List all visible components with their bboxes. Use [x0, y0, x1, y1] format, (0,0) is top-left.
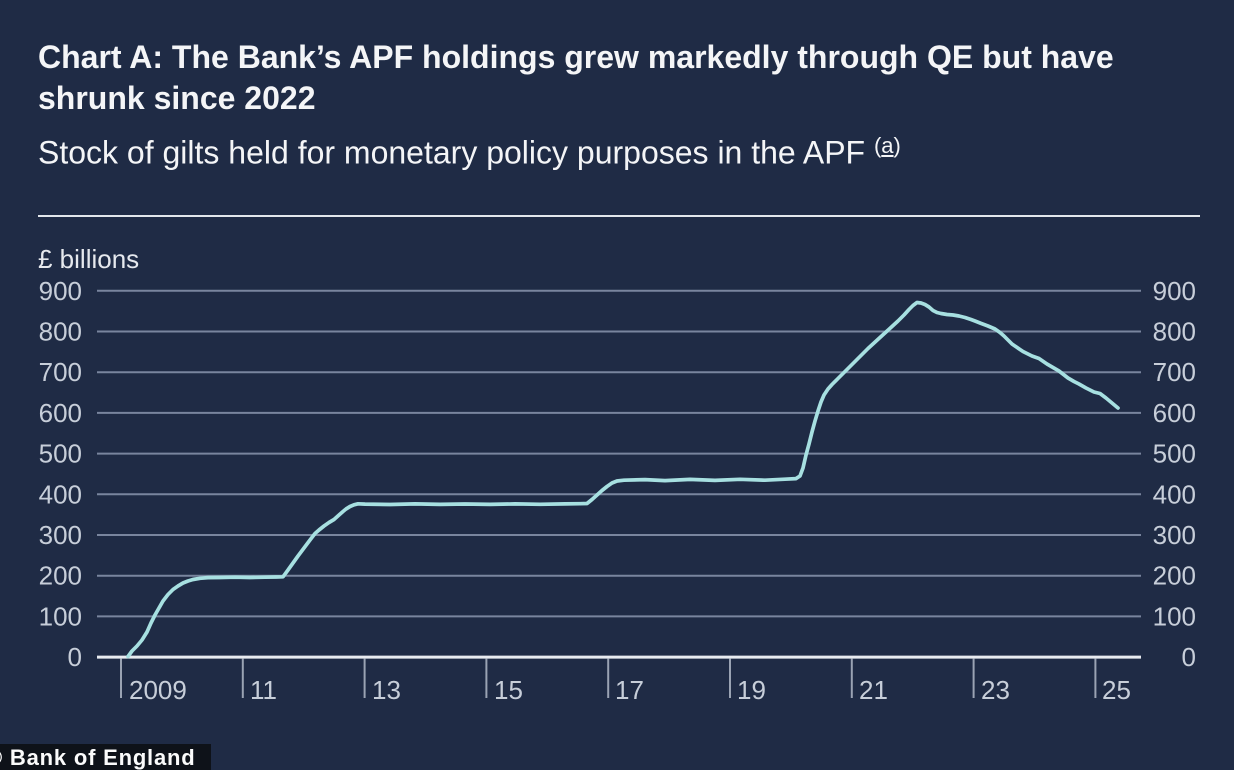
svg-text:800: 800 [39, 317, 82, 347]
svg-text:13: 13 [372, 675, 401, 705]
svg-text:300: 300 [1153, 520, 1196, 550]
svg-text:600: 600 [1153, 398, 1196, 428]
svg-text:400: 400 [1153, 479, 1196, 509]
svg-text:400: 400 [39, 479, 82, 509]
svg-text:100: 100 [1153, 601, 1196, 631]
svg-text:900: 900 [1153, 276, 1196, 306]
svg-text:500: 500 [39, 439, 82, 469]
svg-text:15: 15 [494, 675, 523, 705]
svg-text:500: 500 [1153, 439, 1196, 469]
svg-text:23: 23 [981, 675, 1010, 705]
svg-text:600: 600 [39, 398, 82, 428]
svg-text:700: 700 [1153, 357, 1196, 387]
svg-text:2009: 2009 [129, 675, 187, 705]
svg-text:800: 800 [1153, 317, 1196, 347]
svg-text:25: 25 [1102, 675, 1131, 705]
svg-text:300: 300 [39, 520, 82, 550]
svg-text:900: 900 [39, 276, 82, 306]
svg-text:100: 100 [39, 601, 82, 631]
svg-text:200: 200 [1153, 561, 1196, 591]
svg-text:11: 11 [250, 675, 277, 705]
svg-text:19: 19 [737, 675, 766, 705]
svg-text:17: 17 [615, 675, 644, 705]
svg-text:0: 0 [1182, 642, 1196, 672]
svg-text:0: 0 [68, 642, 82, 672]
svg-text:21: 21 [859, 675, 888, 705]
svg-text:200: 200 [39, 561, 82, 591]
svg-text:700: 700 [39, 357, 82, 387]
